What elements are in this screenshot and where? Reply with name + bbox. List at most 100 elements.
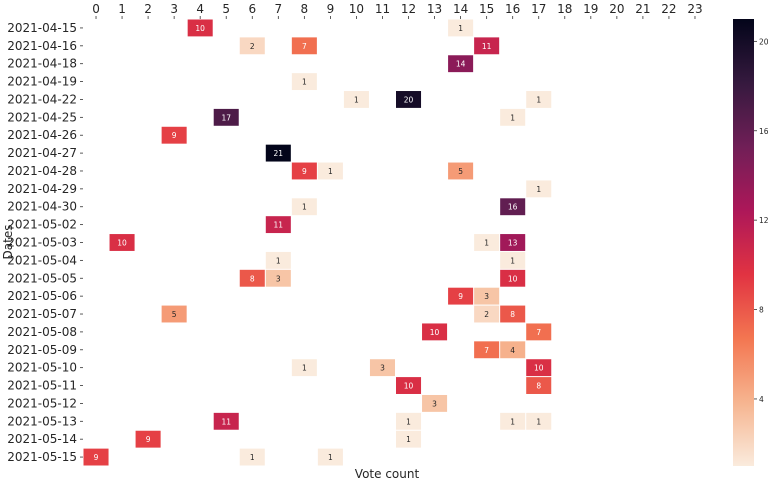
heatmap-cell xyxy=(265,216,291,234)
x-tick-label: 11 xyxy=(375,2,390,16)
heatmap-cell xyxy=(317,162,343,180)
x-tick-label: 23 xyxy=(687,2,702,16)
heatmap-cell xyxy=(343,91,369,108)
heatmap-cell xyxy=(526,412,552,430)
heatmap-cell xyxy=(161,305,187,323)
cell-value-label: 16 xyxy=(508,203,518,212)
cell-value-label: 3 xyxy=(432,399,437,408)
heatmap-cell xyxy=(448,162,474,180)
y-tick-label: 2021-05-06 xyxy=(7,289,77,303)
cell-value-label: 5 xyxy=(172,310,177,319)
heatmap-cell xyxy=(448,55,474,73)
cell-value-label: 14 xyxy=(456,60,466,69)
y-tick-label: 2021-05-04 xyxy=(7,253,77,267)
heatmap-cell xyxy=(239,37,265,55)
cell-value-label: 10 xyxy=(534,364,544,373)
y-tick-labels: 2021-04-15 2021-04-16 2021-04-18 2021-04-19… xyxy=(7,21,83,464)
heatmap-cell xyxy=(291,198,317,216)
cell-value-label: 3 xyxy=(276,274,281,283)
heatmap-cell xyxy=(213,108,239,126)
heatmap-cell xyxy=(422,394,448,412)
x-tick-label: 4 xyxy=(196,2,204,16)
cell-value-label: 11 xyxy=(221,417,231,426)
heatmap-cell xyxy=(500,108,526,126)
x-tick-label: 8 xyxy=(301,2,309,16)
heatmap-cell xyxy=(291,359,317,377)
heatmap-cell xyxy=(265,269,291,287)
cell-value-label: 10 xyxy=(195,24,205,33)
cell-value-label: 10 xyxy=(430,328,440,337)
x-tick-label: 6 xyxy=(248,2,256,16)
x-tick-label: 7 xyxy=(274,2,282,16)
y-tick-label: 2021-04-22 xyxy=(7,92,77,106)
cell-value-label: 4 xyxy=(510,346,515,355)
x-tick-label: 10 xyxy=(349,2,364,16)
y-tick-label: 2021-05-11 xyxy=(7,379,77,393)
y-tick-label: 2021-05-08 xyxy=(7,325,77,339)
y-tick-label: 2021-05-03 xyxy=(7,236,77,250)
colorbar xyxy=(733,19,754,466)
cell-value-label: 9 xyxy=(172,131,177,140)
heatmap-cell xyxy=(500,251,526,269)
cell-value-label: 11 xyxy=(482,42,492,51)
y-tick-label: 2021-04-27 xyxy=(7,146,77,160)
y-tick-label: 2021-04-19 xyxy=(7,75,77,89)
cell-value-label: 9 xyxy=(146,435,151,444)
x-tick-label: 0 xyxy=(92,2,100,16)
heatmap-cell xyxy=(369,359,395,377)
x-tick-label: 9 xyxy=(327,2,335,16)
cell-value-label: 3 xyxy=(380,364,385,373)
cell-value-label: 9 xyxy=(94,453,99,462)
x-tick-label: 15 xyxy=(479,2,494,16)
cell-value-label: 1 xyxy=(510,113,515,122)
heatmap-cell xyxy=(526,377,552,394)
x-tick-label: 14 xyxy=(453,2,468,16)
cell-value-label: 1 xyxy=(250,453,255,462)
heatmap-cell xyxy=(474,305,500,323)
y-axis-label: Dates xyxy=(1,225,15,260)
heatmap-cell xyxy=(161,126,187,144)
heatmap-cell xyxy=(291,37,317,55)
cell-value-label: 17 xyxy=(221,113,231,122)
y-tick-label: 2021-05-13 xyxy=(7,414,77,428)
cell-value-label: 9 xyxy=(458,292,463,301)
heatmap-cell xyxy=(265,251,291,269)
cell-value-label: 20 xyxy=(404,95,414,104)
cell-value-label: 7 xyxy=(302,42,307,51)
cell-value-label: 9 xyxy=(302,167,307,176)
colorbar-tick-label: 8 xyxy=(759,306,764,315)
x-tick-label: 18 xyxy=(557,2,572,16)
y-tick-label: 2021-04-18 xyxy=(7,57,77,71)
x-tick-label: 13 xyxy=(427,2,442,16)
heatmap-cell xyxy=(500,269,526,287)
heatmap-cell xyxy=(291,162,317,180)
heatmap-cell xyxy=(474,287,500,305)
cell-value-label: 10 xyxy=(117,239,127,248)
heatmap-cell xyxy=(317,448,343,466)
x-axis-label: Vote count xyxy=(355,467,420,481)
heatmap-cell xyxy=(500,412,526,430)
y-tick-label: 2021-05-10 xyxy=(7,361,77,375)
y-tick-label: 2021-04-16 xyxy=(7,39,77,53)
heatmap-cell xyxy=(83,448,109,466)
x-tick-label: 20 xyxy=(609,2,624,16)
heatmap-cell xyxy=(422,323,448,341)
y-tick-label: 2021-05-12 xyxy=(7,396,77,410)
heatmap-cell xyxy=(526,323,552,341)
cell-value-label: 10 xyxy=(508,274,518,283)
y-tick-label: 2021-04-28 xyxy=(7,164,77,178)
cell-value-label: 2 xyxy=(250,42,255,51)
colorbar-tick-label: 16 xyxy=(759,127,768,136)
x-tick-label: 19 xyxy=(583,2,598,16)
y-tick-label: 2021-04-30 xyxy=(7,200,77,214)
cell-value-label: 1 xyxy=(302,203,307,212)
heatmap-cell xyxy=(500,341,526,359)
heatmap-cell xyxy=(448,287,474,305)
cell-value-label: 11 xyxy=(274,221,284,230)
heatmap-cell xyxy=(396,412,422,430)
heatmap-cell xyxy=(396,377,422,394)
y-tick-label: 2021-04-15 xyxy=(7,21,77,35)
heatmap-cell xyxy=(500,198,526,216)
